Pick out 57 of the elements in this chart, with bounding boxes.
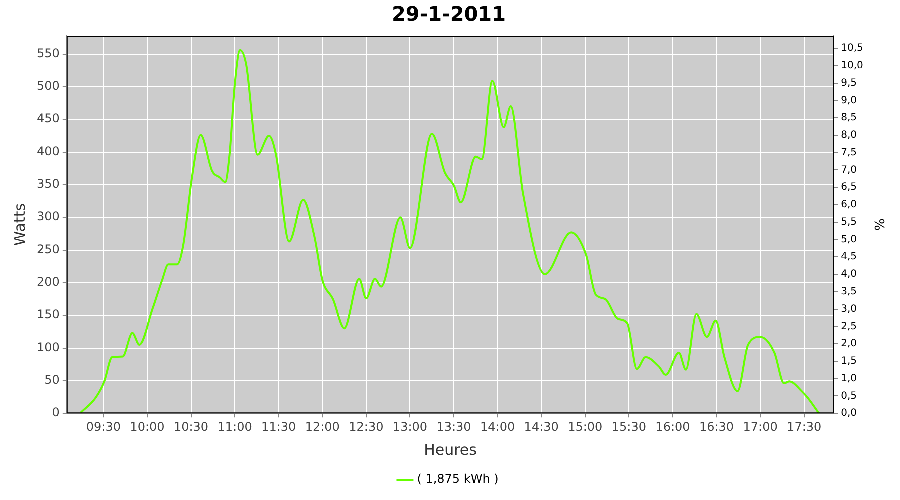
x-tick-label: 10:00 [130,420,165,434]
y-axis-title: Watts [10,203,29,246]
y2-tick-label: 7,5 [841,147,858,158]
x-tick-label: 14:00 [480,420,516,434]
y2-tick-label: 6,5 [841,182,858,194]
legend-label: ( 1,875 kWh ) [417,472,499,486]
x-tick-label: 10:30 [174,420,209,434]
y2-tick-label: 2,0 [841,338,858,350]
y-tick-label: 0 [52,406,60,420]
y2-tick-label: 7,0 [841,164,858,176]
y-tick-label: 450 [37,112,60,126]
y2-tick-label: 0,5 [841,390,858,402]
x-tick-label: 13:30 [436,420,472,434]
y2-tick-label: 1,0 [841,373,858,384]
x-tick-label: 14:30 [524,420,559,434]
y2-tick-label: 5,5 [841,216,858,228]
line-series [80,49,820,414]
y2-tick-label: 9,5 [841,78,858,89]
y2-tick-label: 8,5 [841,112,858,124]
y-tick-label: 300 [37,210,60,224]
x-axis-title: Heures [424,440,478,459]
y2-tick-label: 2,5 [841,321,858,332]
y2-tick-label: 3,5 [841,286,858,298]
x-tick-label: 12:00 [305,420,340,434]
y-tick-label: 150 [37,308,60,322]
x-tick-label: 15:30 [612,420,646,434]
x-tick-label: 17:30 [787,420,822,434]
x-tick-label: 16:30 [699,420,734,434]
x-tick-label: 12:30 [349,420,384,434]
y2-tick-label: 4,5 [841,252,858,263]
x-tick-label: 11:30 [262,420,296,434]
y2-tick-label: 4,0 [841,269,858,280]
y2-tick-label: 0,0 [841,408,858,420]
x-tick-label: 13:00 [392,420,428,434]
chart-title: 29-1-2011 [392,2,506,26]
x-tick-label: 15:00 [568,420,603,434]
x-tick-label: 16:00 [656,420,690,434]
y-tick-label: 50 [44,373,60,388]
x-tick-label: 09:30 [86,420,121,434]
x-tick-label: 17:00 [743,420,778,434]
y2-tick-label: 10,0 [841,60,864,72]
y2-axis-title: % [870,218,886,231]
y2-tick-label: 5,0 [841,234,858,246]
x-tick-label: 11:00 [218,420,252,434]
y-tick-label: 100 [37,340,60,354]
y-tick-label: 350 [37,177,60,192]
y-tick-label: 550 [37,46,60,60]
y2-tick-label: 9,0 [841,95,858,106]
y2-tick-label: 1,5 [841,356,858,368]
y2-tick-label: 8,0 [841,130,858,142]
y2-tick-label: 3,0 [841,304,858,315]
y2-tick-label: 10,5 [841,43,864,54]
y-tick-label: 400 [37,144,60,158]
y2-tick-label: 6,0 [841,200,858,211]
y-tick-label: 200 [37,275,60,290]
y-tick-label: 250 [37,242,60,256]
y-tick-label: 500 [37,79,60,94]
